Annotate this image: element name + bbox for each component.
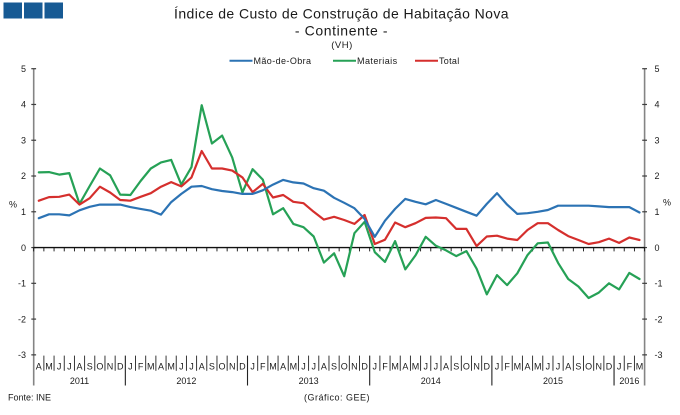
svg-text:-1: -1 bbox=[655, 279, 663, 289]
svg-text:D: D bbox=[484, 362, 491, 372]
svg-text:1: 1 bbox=[655, 207, 660, 217]
svg-text:J: J bbox=[67, 362, 72, 372]
svg-text:5: 5 bbox=[21, 64, 26, 74]
svg-text:J: J bbox=[311, 362, 316, 372]
svg-text:2016: 2016 bbox=[619, 376, 639, 386]
svg-text:F: F bbox=[382, 362, 388, 372]
svg-text:S: S bbox=[575, 362, 581, 372]
svg-text:-1: -1 bbox=[18, 279, 26, 289]
svg-text:M: M bbox=[412, 362, 420, 372]
svg-text:A: A bbox=[443, 362, 449, 372]
svg-text:M: M bbox=[534, 362, 542, 372]
svg-text:4: 4 bbox=[655, 100, 660, 110]
svg-text:0: 0 bbox=[655, 243, 660, 253]
svg-text:-3: -3 bbox=[655, 350, 663, 360]
svg-text:Índice de Custo de Construção: Índice de Custo de Construção de Habitaç… bbox=[174, 6, 509, 22]
svg-text:2: 2 bbox=[21, 171, 26, 181]
svg-text:J: J bbox=[250, 362, 255, 372]
svg-text:O: O bbox=[341, 362, 348, 372]
svg-text:J: J bbox=[189, 362, 194, 372]
svg-text:2: 2 bbox=[655, 171, 660, 181]
svg-text:J: J bbox=[495, 362, 500, 372]
svg-text:J: J bbox=[434, 362, 439, 372]
svg-text:-2: -2 bbox=[18, 314, 26, 324]
svg-text:J: J bbox=[128, 362, 133, 372]
svg-text:%: % bbox=[663, 198, 671, 208]
svg-text:M: M bbox=[290, 362, 298, 372]
svg-text:D: D bbox=[117, 362, 124, 372]
svg-text:N: N bbox=[107, 362, 114, 372]
svg-text:M: M bbox=[514, 362, 522, 372]
svg-text:J: J bbox=[373, 362, 378, 372]
svg-text:M: M bbox=[147, 362, 155, 372]
svg-text:2014: 2014 bbox=[421, 376, 441, 386]
svg-text:M: M bbox=[636, 362, 644, 372]
svg-text:D: D bbox=[606, 362, 613, 372]
svg-text:N: N bbox=[229, 362, 236, 372]
svg-text:J: J bbox=[556, 362, 561, 372]
svg-text:M: M bbox=[391, 362, 399, 372]
svg-text:- Continente -: - Continente - bbox=[295, 23, 388, 39]
svg-text:Total: Total bbox=[439, 56, 460, 66]
svg-text:F: F bbox=[138, 362, 144, 372]
svg-text:S: S bbox=[87, 362, 93, 372]
svg-text:2011: 2011 bbox=[70, 376, 89, 386]
svg-text:A: A bbox=[36, 362, 42, 372]
svg-text:5: 5 bbox=[655, 64, 660, 74]
svg-text:D: D bbox=[361, 362, 368, 372]
svg-text:S: S bbox=[331, 362, 337, 372]
svg-text:A: A bbox=[525, 362, 531, 372]
svg-text:S: S bbox=[209, 362, 215, 372]
svg-text:A: A bbox=[280, 362, 286, 372]
svg-text:M: M bbox=[167, 362, 175, 372]
svg-text:A: A bbox=[565, 362, 571, 372]
svg-text:S: S bbox=[453, 362, 459, 372]
svg-text:Materiais: Materiais bbox=[357, 56, 398, 66]
svg-text:J: J bbox=[179, 362, 184, 372]
svg-text:3: 3 bbox=[21, 135, 26, 145]
svg-text:A: A bbox=[321, 362, 327, 372]
svg-text:-2: -2 bbox=[655, 314, 663, 324]
svg-text:2015: 2015 bbox=[543, 376, 563, 386]
svg-text:-3: -3 bbox=[18, 350, 26, 360]
svg-text:J: J bbox=[301, 362, 306, 372]
svg-text:F: F bbox=[260, 362, 266, 372]
svg-text:O: O bbox=[585, 362, 592, 372]
svg-text:J: J bbox=[57, 362, 62, 372]
svg-text:J: J bbox=[617, 362, 622, 372]
svg-text:1: 1 bbox=[21, 207, 26, 217]
svg-text:J: J bbox=[546, 362, 551, 372]
svg-text:%: % bbox=[9, 200, 17, 210]
svg-text:N: N bbox=[473, 362, 480, 372]
svg-text:A: A bbox=[158, 362, 164, 372]
svg-text:F: F bbox=[504, 362, 510, 372]
svg-text:F: F bbox=[627, 362, 633, 372]
svg-text:A: A bbox=[402, 362, 408, 372]
svg-text:2013: 2013 bbox=[299, 376, 319, 386]
svg-text:J: J bbox=[423, 362, 428, 372]
svg-text:0: 0 bbox=[21, 243, 26, 253]
svg-text:N: N bbox=[351, 362, 358, 372]
svg-text:A: A bbox=[77, 362, 83, 372]
svg-text:3: 3 bbox=[655, 135, 660, 145]
svg-text:D: D bbox=[239, 362, 246, 372]
svg-text:4: 4 bbox=[21, 100, 26, 110]
svg-text:O: O bbox=[96, 362, 103, 372]
svg-text:2012: 2012 bbox=[176, 376, 196, 386]
svg-text:O: O bbox=[463, 362, 470, 372]
svg-text:O: O bbox=[219, 362, 226, 372]
svg-text:M: M bbox=[45, 362, 53, 372]
svg-text:M: M bbox=[269, 362, 277, 372]
svg-text:N: N bbox=[596, 362, 603, 372]
svg-text:(VH): (VH) bbox=[331, 40, 353, 51]
svg-text:Mão-de-Obra: Mão-de-Obra bbox=[254, 56, 312, 66]
svg-text:Fonte: INE: Fonte: INE bbox=[8, 393, 51, 403]
svg-text:(Gráfico: GEE): (Gráfico: GEE) bbox=[304, 393, 370, 403]
svg-text:A: A bbox=[199, 362, 205, 372]
